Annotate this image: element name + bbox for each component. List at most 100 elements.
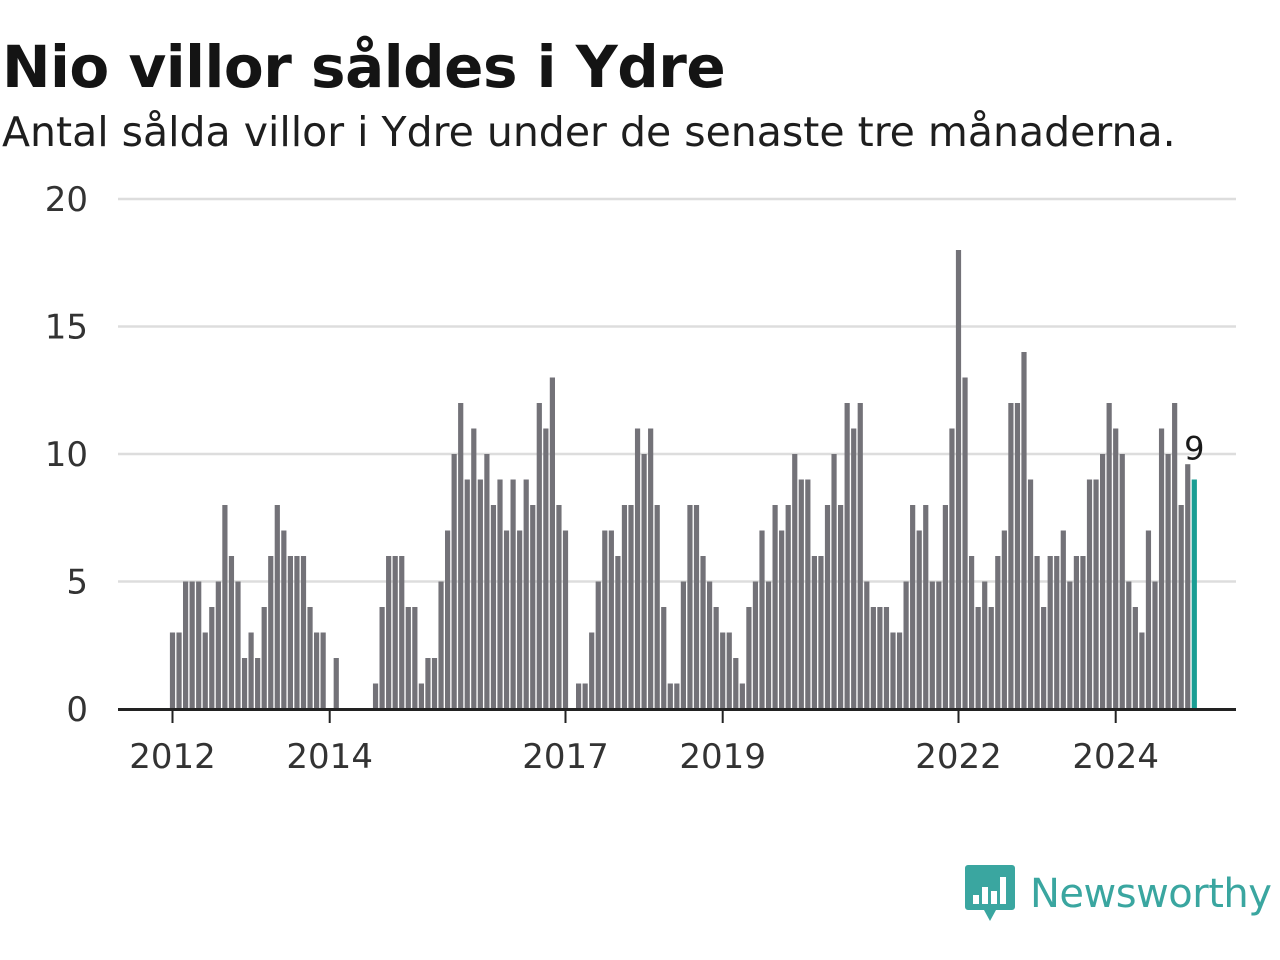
- bar: [228, 556, 235, 709]
- bar: [1067, 581, 1073, 709]
- bar: [923, 505, 929, 709]
- bar: [608, 530, 614, 709]
- bar: [517, 530, 523, 709]
- bar: [680, 581, 686, 709]
- bar: [543, 428, 549, 709]
- bar: [641, 454, 647, 709]
- bar: [916, 530, 922, 709]
- x-tick-label-2019: 2019: [679, 737, 766, 777]
- bar: [615, 556, 621, 709]
- bar-latest: [1191, 479, 1197, 709]
- bar: [451, 454, 457, 709]
- bar: [503, 530, 510, 709]
- bar: [936, 581, 942, 709]
- x-axis-ticks: [171, 709, 1117, 723]
- bar: [1093, 479, 1099, 709]
- bar: [235, 581, 241, 709]
- bar: [720, 632, 726, 709]
- grid-lines: [118, 197, 1236, 583]
- bar: [792, 454, 798, 709]
- bar: [1073, 556, 1079, 709]
- bar: [739, 683, 745, 709]
- bar: [169, 632, 176, 709]
- bar: [471, 428, 477, 709]
- bar: [1027, 479, 1034, 709]
- y-tick-label-5: 5: [66, 563, 88, 603]
- bar: [222, 505, 228, 709]
- brand-name: Newsworthy: [1030, 871, 1272, 917]
- y-axis-labels: 0 5 10 15 20: [45, 180, 88, 730]
- bar: [215, 581, 221, 709]
- bar: [379, 607, 385, 709]
- bar: [530, 505, 536, 709]
- bar: [412, 607, 418, 709]
- bar: [1060, 530, 1066, 709]
- x-tick-label-2022: 2022: [915, 737, 1002, 777]
- brand-logo: Newsworthy: [964, 862, 1272, 926]
- bar: [988, 607, 994, 709]
- bar: [510, 479, 516, 709]
- bar: [896, 632, 903, 709]
- bar: [183, 581, 189, 709]
- bar: [523, 479, 529, 709]
- bar: [746, 607, 752, 709]
- bar: [707, 581, 713, 709]
- bar: [1172, 403, 1178, 709]
- bar: [870, 607, 876, 709]
- bar: [438, 581, 444, 709]
- bar: [1008, 403, 1014, 709]
- bar: [549, 377, 555, 709]
- bar: [431, 658, 438, 709]
- bar: [268, 556, 274, 709]
- bar: [458, 403, 464, 709]
- bar: [824, 505, 831, 709]
- bar-chart: 0 5 10 15 20 2012 2014 2017 2019 2022 2024 9: [45, 180, 1236, 777]
- x-tick-label-2014: 2014: [286, 737, 373, 777]
- bar: [687, 505, 693, 709]
- bar: [811, 556, 817, 709]
- bar: [962, 377, 968, 709]
- bar: [1100, 454, 1106, 709]
- bar: [949, 428, 955, 709]
- x-axis-labels: 2012 2014 2017 2019 2022 2024: [129, 737, 1159, 777]
- bar: [1001, 530, 1007, 709]
- bar: [955, 250, 962, 709]
- bar: [648, 428, 654, 709]
- bar: [176, 632, 182, 709]
- bar: [805, 479, 811, 709]
- bar: [1080, 556, 1086, 709]
- bar: [857, 403, 863, 709]
- bar: [654, 505, 660, 709]
- bar: [320, 632, 326, 709]
- bar: [582, 683, 588, 709]
- bar: [1119, 454, 1125, 709]
- bar: [556, 505, 562, 709]
- bar: [1139, 632, 1145, 709]
- bar: [733, 658, 739, 709]
- x-tick-label-2024: 2024: [1072, 737, 1159, 777]
- bar: [975, 607, 981, 709]
- bar: [189, 581, 195, 709]
- bar: [818, 556, 824, 709]
- bar: [929, 581, 935, 709]
- bar: [294, 556, 300, 709]
- bar: [595, 581, 601, 709]
- bars: [169, 250, 1197, 709]
- chart-subtitle: Antal sålda villor i Ydre under de senas…: [2, 108, 1176, 156]
- bar: [765, 581, 772, 709]
- bar: [1132, 607, 1138, 709]
- bar: [1041, 607, 1047, 709]
- bar: [261, 607, 267, 709]
- bar: [759, 530, 765, 709]
- bar: [864, 581, 870, 709]
- bar: [1145, 530, 1152, 709]
- bar: [576, 683, 582, 709]
- bar: [300, 556, 307, 709]
- bar: [903, 581, 909, 709]
- bar: [477, 479, 483, 709]
- bar: [248, 632, 254, 709]
- bar: [1178, 505, 1184, 709]
- bar: [1047, 556, 1053, 709]
- bar: [287, 556, 293, 709]
- annotations: 9: [1184, 430, 1204, 468]
